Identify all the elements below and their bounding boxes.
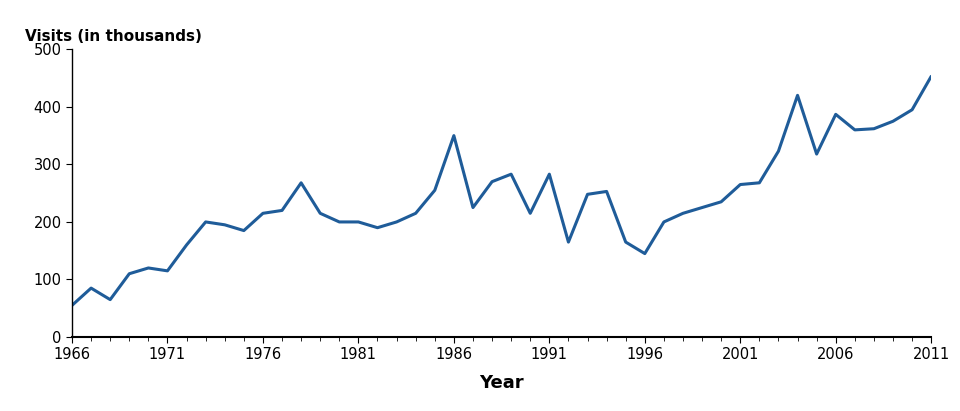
- X-axis label: Year: Year: [479, 374, 524, 392]
- Text: Visits (in thousands): Visits (in thousands): [25, 29, 202, 44]
